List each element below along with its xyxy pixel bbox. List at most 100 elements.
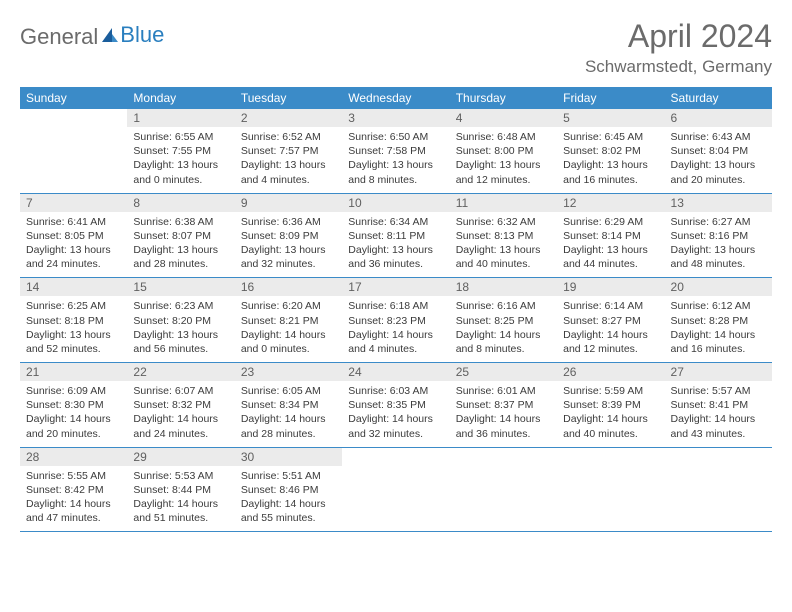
calendar-cell: 6Sunrise: 6:43 AMSunset: 8:04 PMDaylight… bbox=[665, 109, 772, 193]
calendar-cell: 12Sunrise: 6:29 AMSunset: 8:14 PMDayligh… bbox=[557, 193, 664, 278]
day-details: Sunrise: 6:34 AMSunset: 8:11 PMDaylight:… bbox=[342, 212, 449, 278]
calendar-body: 1Sunrise: 6:55 AMSunset: 7:55 PMDaylight… bbox=[20, 109, 772, 532]
calendar-cell: 3Sunrise: 6:50 AMSunset: 7:58 PMDaylight… bbox=[342, 109, 449, 193]
day-details: Sunrise: 5:51 AMSunset: 8:46 PMDaylight:… bbox=[235, 466, 342, 532]
day-number: 29 bbox=[127, 448, 234, 466]
day-details: Sunrise: 6:50 AMSunset: 7:58 PMDaylight:… bbox=[342, 127, 449, 193]
day-number: 25 bbox=[450, 363, 557, 381]
day-number: 5 bbox=[557, 109, 664, 127]
brand-part2: Blue bbox=[120, 22, 164, 48]
calendar-week-row: 14Sunrise: 6:25 AMSunset: 8:18 PMDayligh… bbox=[20, 278, 772, 363]
day-number: 2 bbox=[235, 109, 342, 127]
day-details: Sunrise: 5:57 AMSunset: 8:41 PMDaylight:… bbox=[665, 381, 772, 447]
day-number: 14 bbox=[20, 278, 127, 296]
day-number: 18 bbox=[450, 278, 557, 296]
day-details: Sunrise: 6:36 AMSunset: 8:09 PMDaylight:… bbox=[235, 212, 342, 278]
brand-part1: General bbox=[20, 24, 98, 50]
calendar-cell: 10Sunrise: 6:34 AMSunset: 8:11 PMDayligh… bbox=[342, 193, 449, 278]
calendar-week-row: 1Sunrise: 6:55 AMSunset: 7:55 PMDaylight… bbox=[20, 109, 772, 193]
day-number: 30 bbox=[235, 448, 342, 466]
day-header-row: SundayMondayTuesdayWednesdayThursdayFrid… bbox=[20, 87, 772, 109]
page-header: General Blue April 2024 Schwarmstedt, Ge… bbox=[20, 18, 772, 77]
day-number: 13 bbox=[665, 194, 772, 212]
day-number: 20 bbox=[665, 278, 772, 296]
calendar-cell: 8Sunrise: 6:38 AMSunset: 8:07 PMDaylight… bbox=[127, 193, 234, 278]
calendar-cell: 4Sunrise: 6:48 AMSunset: 8:00 PMDaylight… bbox=[450, 109, 557, 193]
calendar-week-row: 21Sunrise: 6:09 AMSunset: 8:30 PMDayligh… bbox=[20, 363, 772, 448]
day-details: Sunrise: 6:27 AMSunset: 8:16 PMDaylight:… bbox=[665, 212, 772, 278]
calendar-cell bbox=[342, 447, 449, 532]
day-number: 23 bbox=[235, 363, 342, 381]
day-number: 12 bbox=[557, 194, 664, 212]
brand-logo: General Blue bbox=[20, 24, 164, 50]
day-number: 15 bbox=[127, 278, 234, 296]
calendar-cell: 22Sunrise: 6:07 AMSunset: 8:32 PMDayligh… bbox=[127, 363, 234, 448]
calendar-cell: 15Sunrise: 6:23 AMSunset: 8:20 PMDayligh… bbox=[127, 278, 234, 363]
day-header: Saturday bbox=[665, 87, 772, 109]
day-details: Sunrise: 6:16 AMSunset: 8:25 PMDaylight:… bbox=[450, 296, 557, 362]
calendar-cell: 2Sunrise: 6:52 AMSunset: 7:57 PMDaylight… bbox=[235, 109, 342, 193]
day-number: 8 bbox=[127, 194, 234, 212]
day-details: Sunrise: 6:38 AMSunset: 8:07 PMDaylight:… bbox=[127, 212, 234, 278]
calendar-cell: 30Sunrise: 5:51 AMSunset: 8:46 PMDayligh… bbox=[235, 447, 342, 532]
day-number: 22 bbox=[127, 363, 234, 381]
calendar-cell: 21Sunrise: 6:09 AMSunset: 8:30 PMDayligh… bbox=[20, 363, 127, 448]
day-details: Sunrise: 5:55 AMSunset: 8:42 PMDaylight:… bbox=[20, 466, 127, 532]
day-details: Sunrise: 6:25 AMSunset: 8:18 PMDaylight:… bbox=[20, 296, 127, 362]
calendar-cell: 19Sunrise: 6:14 AMSunset: 8:27 PMDayligh… bbox=[557, 278, 664, 363]
day-number: 16 bbox=[235, 278, 342, 296]
day-details: Sunrise: 6:55 AMSunset: 7:55 PMDaylight:… bbox=[127, 127, 234, 193]
day-details: Sunrise: 5:59 AMSunset: 8:39 PMDaylight:… bbox=[557, 381, 664, 447]
day-header: Wednesday bbox=[342, 87, 449, 109]
day-number: 21 bbox=[20, 363, 127, 381]
calendar-cell: 14Sunrise: 6:25 AMSunset: 8:18 PMDayligh… bbox=[20, 278, 127, 363]
day-details: Sunrise: 6:32 AMSunset: 8:13 PMDaylight:… bbox=[450, 212, 557, 278]
day-number: 27 bbox=[665, 363, 772, 381]
calendar-cell bbox=[450, 447, 557, 532]
day-number: 17 bbox=[342, 278, 449, 296]
day-number: 1 bbox=[127, 109, 234, 127]
calendar-cell: 20Sunrise: 6:12 AMSunset: 8:28 PMDayligh… bbox=[665, 278, 772, 363]
sail-icon bbox=[100, 24, 120, 50]
calendar-cell: 24Sunrise: 6:03 AMSunset: 8:35 PMDayligh… bbox=[342, 363, 449, 448]
calendar-cell: 11Sunrise: 6:32 AMSunset: 8:13 PMDayligh… bbox=[450, 193, 557, 278]
title-block: April 2024 Schwarmstedt, Germany bbox=[585, 18, 772, 77]
calendar-cell: 7Sunrise: 6:41 AMSunset: 8:05 PMDaylight… bbox=[20, 193, 127, 278]
day-number: 26 bbox=[557, 363, 664, 381]
day-details: Sunrise: 6:14 AMSunset: 8:27 PMDaylight:… bbox=[557, 296, 664, 362]
day-number: 6 bbox=[665, 109, 772, 127]
day-number: 7 bbox=[20, 194, 127, 212]
calendar-cell: 23Sunrise: 6:05 AMSunset: 8:34 PMDayligh… bbox=[235, 363, 342, 448]
day-details: Sunrise: 6:29 AMSunset: 8:14 PMDaylight:… bbox=[557, 212, 664, 278]
calendar-cell: 5Sunrise: 6:45 AMSunset: 8:02 PMDaylight… bbox=[557, 109, 664, 193]
calendar-cell: 9Sunrise: 6:36 AMSunset: 8:09 PMDaylight… bbox=[235, 193, 342, 278]
location-text: Schwarmstedt, Germany bbox=[585, 57, 772, 77]
day-number: 19 bbox=[557, 278, 664, 296]
calendar-cell: 1Sunrise: 6:55 AMSunset: 7:55 PMDaylight… bbox=[127, 109, 234, 193]
calendar-page: General Blue April 2024 Schwarmstedt, Ge… bbox=[0, 0, 792, 542]
day-number: 24 bbox=[342, 363, 449, 381]
day-details: Sunrise: 6:41 AMSunset: 8:05 PMDaylight:… bbox=[20, 212, 127, 278]
day-header: Sunday bbox=[20, 87, 127, 109]
day-details: Sunrise: 6:09 AMSunset: 8:30 PMDaylight:… bbox=[20, 381, 127, 447]
day-details: Sunrise: 6:48 AMSunset: 8:00 PMDaylight:… bbox=[450, 127, 557, 193]
day-number: 10 bbox=[342, 194, 449, 212]
day-details: Sunrise: 6:03 AMSunset: 8:35 PMDaylight:… bbox=[342, 381, 449, 447]
day-details: Sunrise: 5:53 AMSunset: 8:44 PMDaylight:… bbox=[127, 466, 234, 532]
calendar-cell: 17Sunrise: 6:18 AMSunset: 8:23 PMDayligh… bbox=[342, 278, 449, 363]
day-details: Sunrise: 6:23 AMSunset: 8:20 PMDaylight:… bbox=[127, 296, 234, 362]
day-details: Sunrise: 6:12 AMSunset: 8:28 PMDaylight:… bbox=[665, 296, 772, 362]
calendar-cell: 13Sunrise: 6:27 AMSunset: 8:16 PMDayligh… bbox=[665, 193, 772, 278]
calendar-week-row: 28Sunrise: 5:55 AMSunset: 8:42 PMDayligh… bbox=[20, 447, 772, 532]
calendar-cell bbox=[557, 447, 664, 532]
day-details: Sunrise: 6:01 AMSunset: 8:37 PMDaylight:… bbox=[450, 381, 557, 447]
day-number: 11 bbox=[450, 194, 557, 212]
calendar-table: SundayMondayTuesdayWednesdayThursdayFrid… bbox=[20, 87, 772, 532]
calendar-cell: 18Sunrise: 6:16 AMSunset: 8:25 PMDayligh… bbox=[450, 278, 557, 363]
calendar-cell: 26Sunrise: 5:59 AMSunset: 8:39 PMDayligh… bbox=[557, 363, 664, 448]
day-number: 4 bbox=[450, 109, 557, 127]
calendar-cell: 27Sunrise: 5:57 AMSunset: 8:41 PMDayligh… bbox=[665, 363, 772, 448]
calendar-cell: 25Sunrise: 6:01 AMSunset: 8:37 PMDayligh… bbox=[450, 363, 557, 448]
calendar-cell: 16Sunrise: 6:20 AMSunset: 8:21 PMDayligh… bbox=[235, 278, 342, 363]
day-details: Sunrise: 6:43 AMSunset: 8:04 PMDaylight:… bbox=[665, 127, 772, 193]
